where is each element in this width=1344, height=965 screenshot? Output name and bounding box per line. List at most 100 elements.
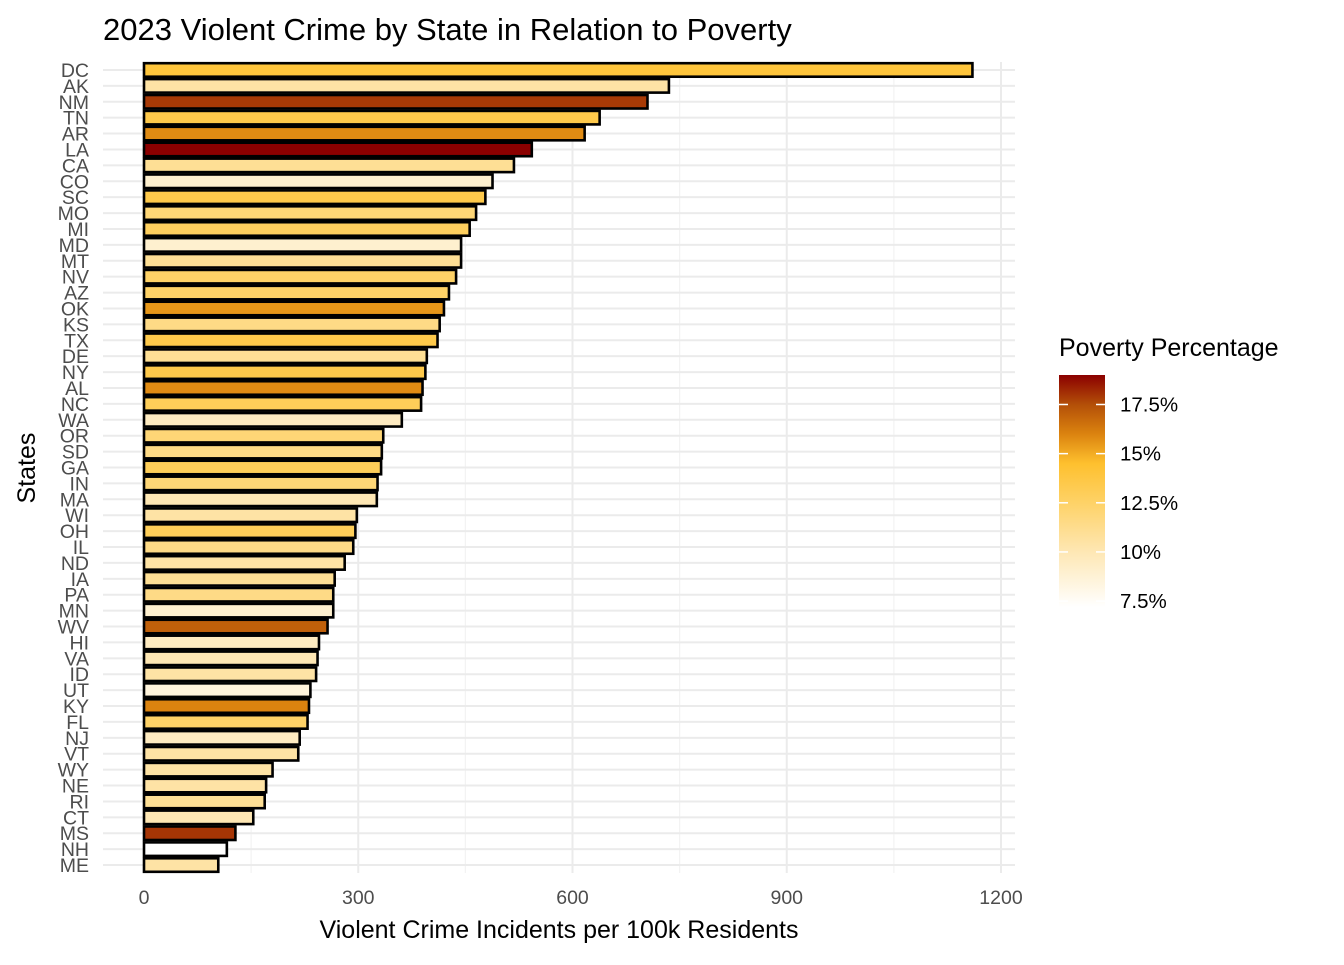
y-tick-label: AR <box>62 124 89 146</box>
bar-in <box>142 475 379 492</box>
legend-tick-label: 17.5% <box>1120 393 1178 416</box>
y-tick-label: SD <box>62 442 89 464</box>
bar-ca <box>142 157 516 174</box>
bar-ri <box>142 793 266 810</box>
bar-de <box>142 348 429 365</box>
bar-la <box>142 141 534 158</box>
legend-tick-label: 12.5% <box>1120 492 1178 515</box>
y-tick-label: MN <box>59 601 89 623</box>
bar-nv <box>142 268 458 285</box>
y-tick-label: SC <box>62 187 89 209</box>
y-tick-label: VT <box>64 744 89 766</box>
y-axis-ticks: DCAKNMTNARLACACOSCMOMIMDMTNVAZOKKSTXDENY… <box>58 60 90 877</box>
bar-ny <box>142 364 427 381</box>
bar-wv <box>142 618 329 635</box>
y-tick-label: IA <box>71 569 89 591</box>
legend-colorbar <box>1059 375 1105 607</box>
bar-co <box>142 173 494 190</box>
y-tick-label: MO <box>58 203 89 225</box>
bar-ky <box>142 697 311 715</box>
bar-or <box>142 427 385 444</box>
bar-nc <box>142 395 423 412</box>
bar-tx <box>142 332 439 349</box>
y-tick-label: NH <box>61 839 89 861</box>
y-tick-label: CT <box>63 807 89 829</box>
y-tick-label: AL <box>65 378 89 400</box>
y-tick-label: MT <box>61 251 89 273</box>
bar-ct <box>142 809 255 826</box>
y-tick-label: MD <box>59 235 89 257</box>
bar-va <box>142 650 319 667</box>
bar-tn <box>142 109 601 126</box>
bar-az <box>142 284 451 301</box>
bar-fl <box>142 713 309 730</box>
bar-ak <box>142 77 671 94</box>
bar-ar <box>142 125 586 142</box>
y-tick-label: WI <box>65 505 89 527</box>
y-tick-label: DC <box>61 60 89 82</box>
y-tick-label: RI <box>70 791 90 813</box>
bar-sd <box>142 443 384 460</box>
y-tick-label: MS <box>60 823 89 845</box>
legend-tick-label: 15% <box>1120 443 1161 466</box>
legend-ticks: 17.5% 15% 12.5% 10% 7.5% <box>1059 393 1178 613</box>
bar-al <box>142 379 424 397</box>
y-tick-label: VA <box>64 648 89 670</box>
legend-title: Poverty Percentage <box>1059 334 1279 362</box>
y-tick-label: GA <box>61 458 89 480</box>
bar-wa <box>142 411 404 428</box>
bar-pa <box>142 586 335 603</box>
y-tick-label: IL <box>73 537 89 559</box>
y-tick-label: KS <box>63 314 89 336</box>
bar-ia <box>142 570 336 587</box>
y-tick-label: NJ <box>65 728 89 750</box>
bar-ne <box>142 777 268 794</box>
y-tick-label: OH <box>60 521 89 543</box>
bar-dc <box>142 61 974 79</box>
y-tick-label: PA <box>64 585 89 607</box>
bars <box>142 61 974 874</box>
y-tick-label: MA <box>60 489 89 511</box>
y-tick-label: FL <box>66 712 89 734</box>
bar-mt <box>142 252 463 269</box>
x-axis-ticks: 0 300 600 900 1200 <box>139 887 1023 909</box>
bar-id <box>142 666 318 683</box>
y-tick-label: ME <box>60 855 89 877</box>
y-tick-label: MI <box>67 219 89 241</box>
y-tick-label: ND <box>61 553 89 575</box>
bar-nh <box>142 841 229 858</box>
bar-sc <box>142 189 487 206</box>
bar-ut <box>142 682 312 699</box>
legend-tick-label: 7.5% <box>1120 590 1167 613</box>
y-axis-label: States <box>13 433 41 504</box>
x-tick-label: 1200 <box>979 887 1023 909</box>
bar-hi <box>142 634 321 651</box>
y-tick-label: UT <box>63 680 89 702</box>
bar-mn <box>142 602 335 619</box>
legend-tick-label: 10% <box>1120 541 1161 564</box>
y-tick-label: TX <box>64 330 89 352</box>
bar-il <box>142 538 355 556</box>
bar-ga <box>142 459 383 476</box>
x-tick-label: 0 <box>139 887 150 909</box>
bar-mi <box>142 220 471 238</box>
y-tick-label: DE <box>62 346 89 368</box>
y-tick-label: CO <box>60 171 89 193</box>
y-tick-label: NC <box>61 394 89 416</box>
y-tick-label: OR <box>60 426 89 448</box>
bar-mo <box>142 205 478 222</box>
y-tick-label: LA <box>65 139 89 161</box>
x-axis-label: Violent Crime Incidents per 100k Residen… <box>320 916 799 944</box>
y-tick-label: AZ <box>64 283 89 305</box>
bar-ms <box>142 825 237 842</box>
bar-vt <box>142 745 300 762</box>
chart-title: 2023 Violent Crime by State in Relation … <box>103 12 792 47</box>
bar-nm <box>142 93 649 110</box>
y-tick-label: HI <box>70 632 90 654</box>
bar-ok <box>142 300 446 317</box>
bar-wy <box>142 761 274 778</box>
bar-ks <box>142 316 441 333</box>
bar-oh <box>142 523 357 540</box>
